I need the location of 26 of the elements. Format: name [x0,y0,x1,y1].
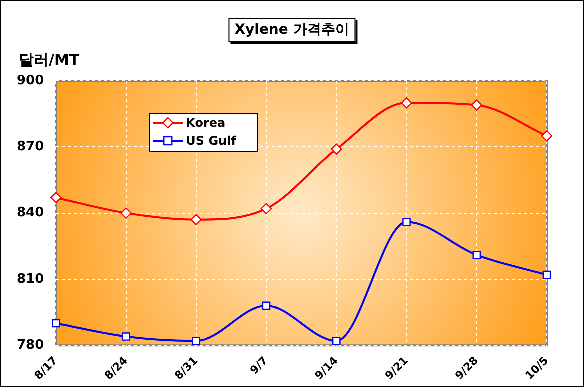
y-tick-label: 840 [16,206,44,221]
point [52,319,60,328]
point [120,208,132,219]
legend-label: Korea [186,116,226,130]
y-tick-label: 780 [16,338,44,353]
point [260,203,272,214]
point [332,337,341,346]
point [471,100,482,111]
point [472,251,482,260]
y-tick-label: 870 [16,140,44,155]
point [262,302,271,310]
point [122,332,130,341]
y-tick-label: 810 [16,272,44,287]
y-tick-label: 900 [16,73,44,88]
y-axis-title: 달러/MT [19,51,80,70]
point [401,97,412,109]
point [541,130,553,142]
chart-title: Xylene 가격추이 [228,18,356,42]
point [402,218,411,226]
point [192,337,201,346]
point [542,270,552,280]
point [190,214,202,226]
point [331,144,342,155]
point [50,192,62,204]
legend-label: US Gulf [186,134,238,148]
x-tick-label: 9/7 [248,354,271,378]
